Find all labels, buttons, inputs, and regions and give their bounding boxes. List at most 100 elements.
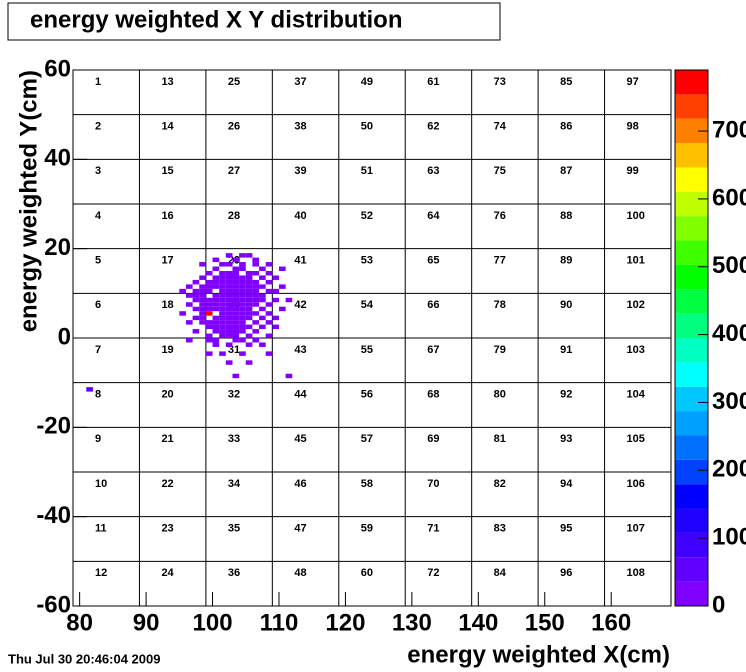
cell <box>265 333 273 338</box>
cell <box>278 306 286 312</box>
cell <box>205 324 213 330</box>
cell <box>185 293 193 298</box>
cell <box>225 315 233 321</box>
module-label: 26 <box>228 121 240 133</box>
cell <box>212 297 220 303</box>
cell <box>205 271 213 276</box>
cell <box>265 320 273 325</box>
module-label: 102 <box>627 299 645 311</box>
cell <box>245 279 253 285</box>
cell <box>259 293 266 298</box>
cell <box>252 271 260 276</box>
cell <box>232 320 240 325</box>
cell <box>219 351 226 356</box>
cell <box>225 271 233 276</box>
cell <box>219 311 226 316</box>
cell <box>265 351 273 356</box>
palette-band <box>675 508 708 533</box>
cell <box>245 311 253 316</box>
cell <box>232 266 240 271</box>
y-tick-label: 60 <box>44 55 71 82</box>
module-label: 61 <box>427 76 439 88</box>
cell <box>225 293 233 298</box>
module-label: 59 <box>361 523 373 535</box>
cell <box>265 288 273 294</box>
cell <box>245 271 253 276</box>
cell <box>199 275 206 280</box>
footer: Thu Jul 30 20:46:04 2009 <box>8 651 160 666</box>
cell <box>225 333 233 338</box>
cell <box>192 306 200 312</box>
cell <box>239 275 246 280</box>
module-label: 82 <box>494 478 506 490</box>
x-tick-label: 90 <box>133 609 160 636</box>
cell <box>239 329 246 334</box>
module-label: 35 <box>228 523 240 535</box>
cell <box>245 253 253 258</box>
module-label: 96 <box>560 567 572 579</box>
cell <box>232 297 240 303</box>
cell <box>219 293 226 298</box>
z-tick-label: 300 <box>712 388 746 415</box>
cell <box>245 288 253 294</box>
palette-band <box>675 362 708 387</box>
module-label: 25 <box>228 76 240 88</box>
cell <box>205 333 213 338</box>
cell <box>259 284 266 289</box>
cell <box>245 324 253 330</box>
palette-band <box>675 581 708 606</box>
module-label: 90 <box>560 299 572 311</box>
module-label: 44 <box>294 389 307 401</box>
cell <box>252 284 260 289</box>
cell <box>285 297 293 303</box>
cell <box>232 288 240 294</box>
z-tick-label: 0 <box>712 591 725 618</box>
cell <box>205 288 213 294</box>
cell <box>199 315 206 321</box>
cell <box>252 320 260 325</box>
cell <box>225 297 233 303</box>
cell <box>219 333 226 338</box>
module-label: 10 <box>95 478 107 490</box>
module-label: 22 <box>161 478 173 490</box>
cell <box>212 329 220 334</box>
module-label: 32 <box>228 389 240 401</box>
cell <box>225 342 233 347</box>
module-label: 89 <box>560 255 572 267</box>
cell <box>219 288 226 294</box>
module-label: 5 <box>95 255 101 267</box>
module-label: 88 <box>560 210 572 222</box>
module-label: 49 <box>361 76 373 88</box>
module-label: 20 <box>161 389 173 401</box>
module-label: 40 <box>294 210 306 222</box>
module-label: 23 <box>161 523 173 535</box>
cell <box>192 288 200 294</box>
module-label: 62 <box>427 121 439 133</box>
module-label: 12 <box>95 567 107 579</box>
cell <box>239 315 246 321</box>
module-label: 50 <box>361 121 373 133</box>
cell <box>219 306 226 312</box>
cell <box>199 288 206 294</box>
cell <box>232 275 240 280</box>
module-label: 105 <box>627 433 645 445</box>
cell <box>239 279 246 285</box>
module-label: 24 <box>161 567 174 579</box>
module-label: 81 <box>494 433 506 445</box>
cell <box>205 338 213 343</box>
module-label: 79 <box>494 344 506 356</box>
palette-band <box>675 240 708 265</box>
cell <box>225 360 233 365</box>
module-label: 75 <box>494 165 506 177</box>
cell <box>212 293 220 298</box>
module-label: 72 <box>427 567 439 579</box>
cell <box>225 284 233 289</box>
module-label: 92 <box>560 389 572 401</box>
module-label: 78 <box>494 299 506 311</box>
cell <box>192 315 200 321</box>
module-label: 51 <box>361 165 373 177</box>
cell <box>265 279 273 285</box>
cell <box>252 338 260 343</box>
cell <box>232 329 240 334</box>
module-label: 19 <box>161 344 173 356</box>
